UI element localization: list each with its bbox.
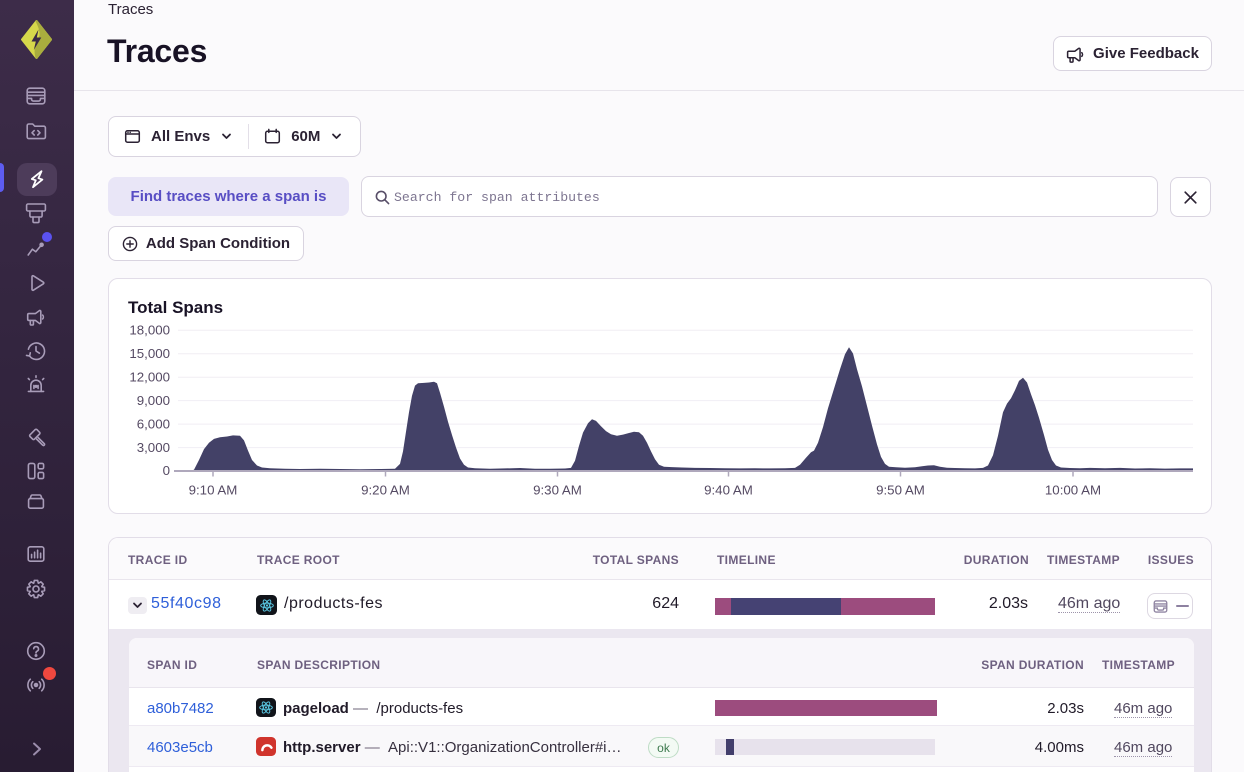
svg-text:0: 0 <box>163 463 170 478</box>
svg-text:3,000: 3,000 <box>137 440 170 455</box>
svg-text:10:00 AM: 10:00 AM <box>1045 483 1101 498</box>
svg-text:9:40 AM: 9:40 AM <box>704 483 753 498</box>
svg-text:9,000: 9,000 <box>137 393 170 408</box>
svg-text:6,000: 6,000 <box>137 416 170 431</box>
svg-text:9:50 AM: 9:50 AM <box>876 483 925 498</box>
svg-text:9:10 AM: 9:10 AM <box>189 483 238 498</box>
svg-text:18,000: 18,000 <box>129 322 170 337</box>
svg-text:9:30 AM: 9:30 AM <box>533 483 582 498</box>
svg-text:15,000: 15,000 <box>129 346 170 361</box>
svg-text:12,000: 12,000 <box>129 369 170 384</box>
svg-text:9:20 AM: 9:20 AM <box>361 483 410 498</box>
